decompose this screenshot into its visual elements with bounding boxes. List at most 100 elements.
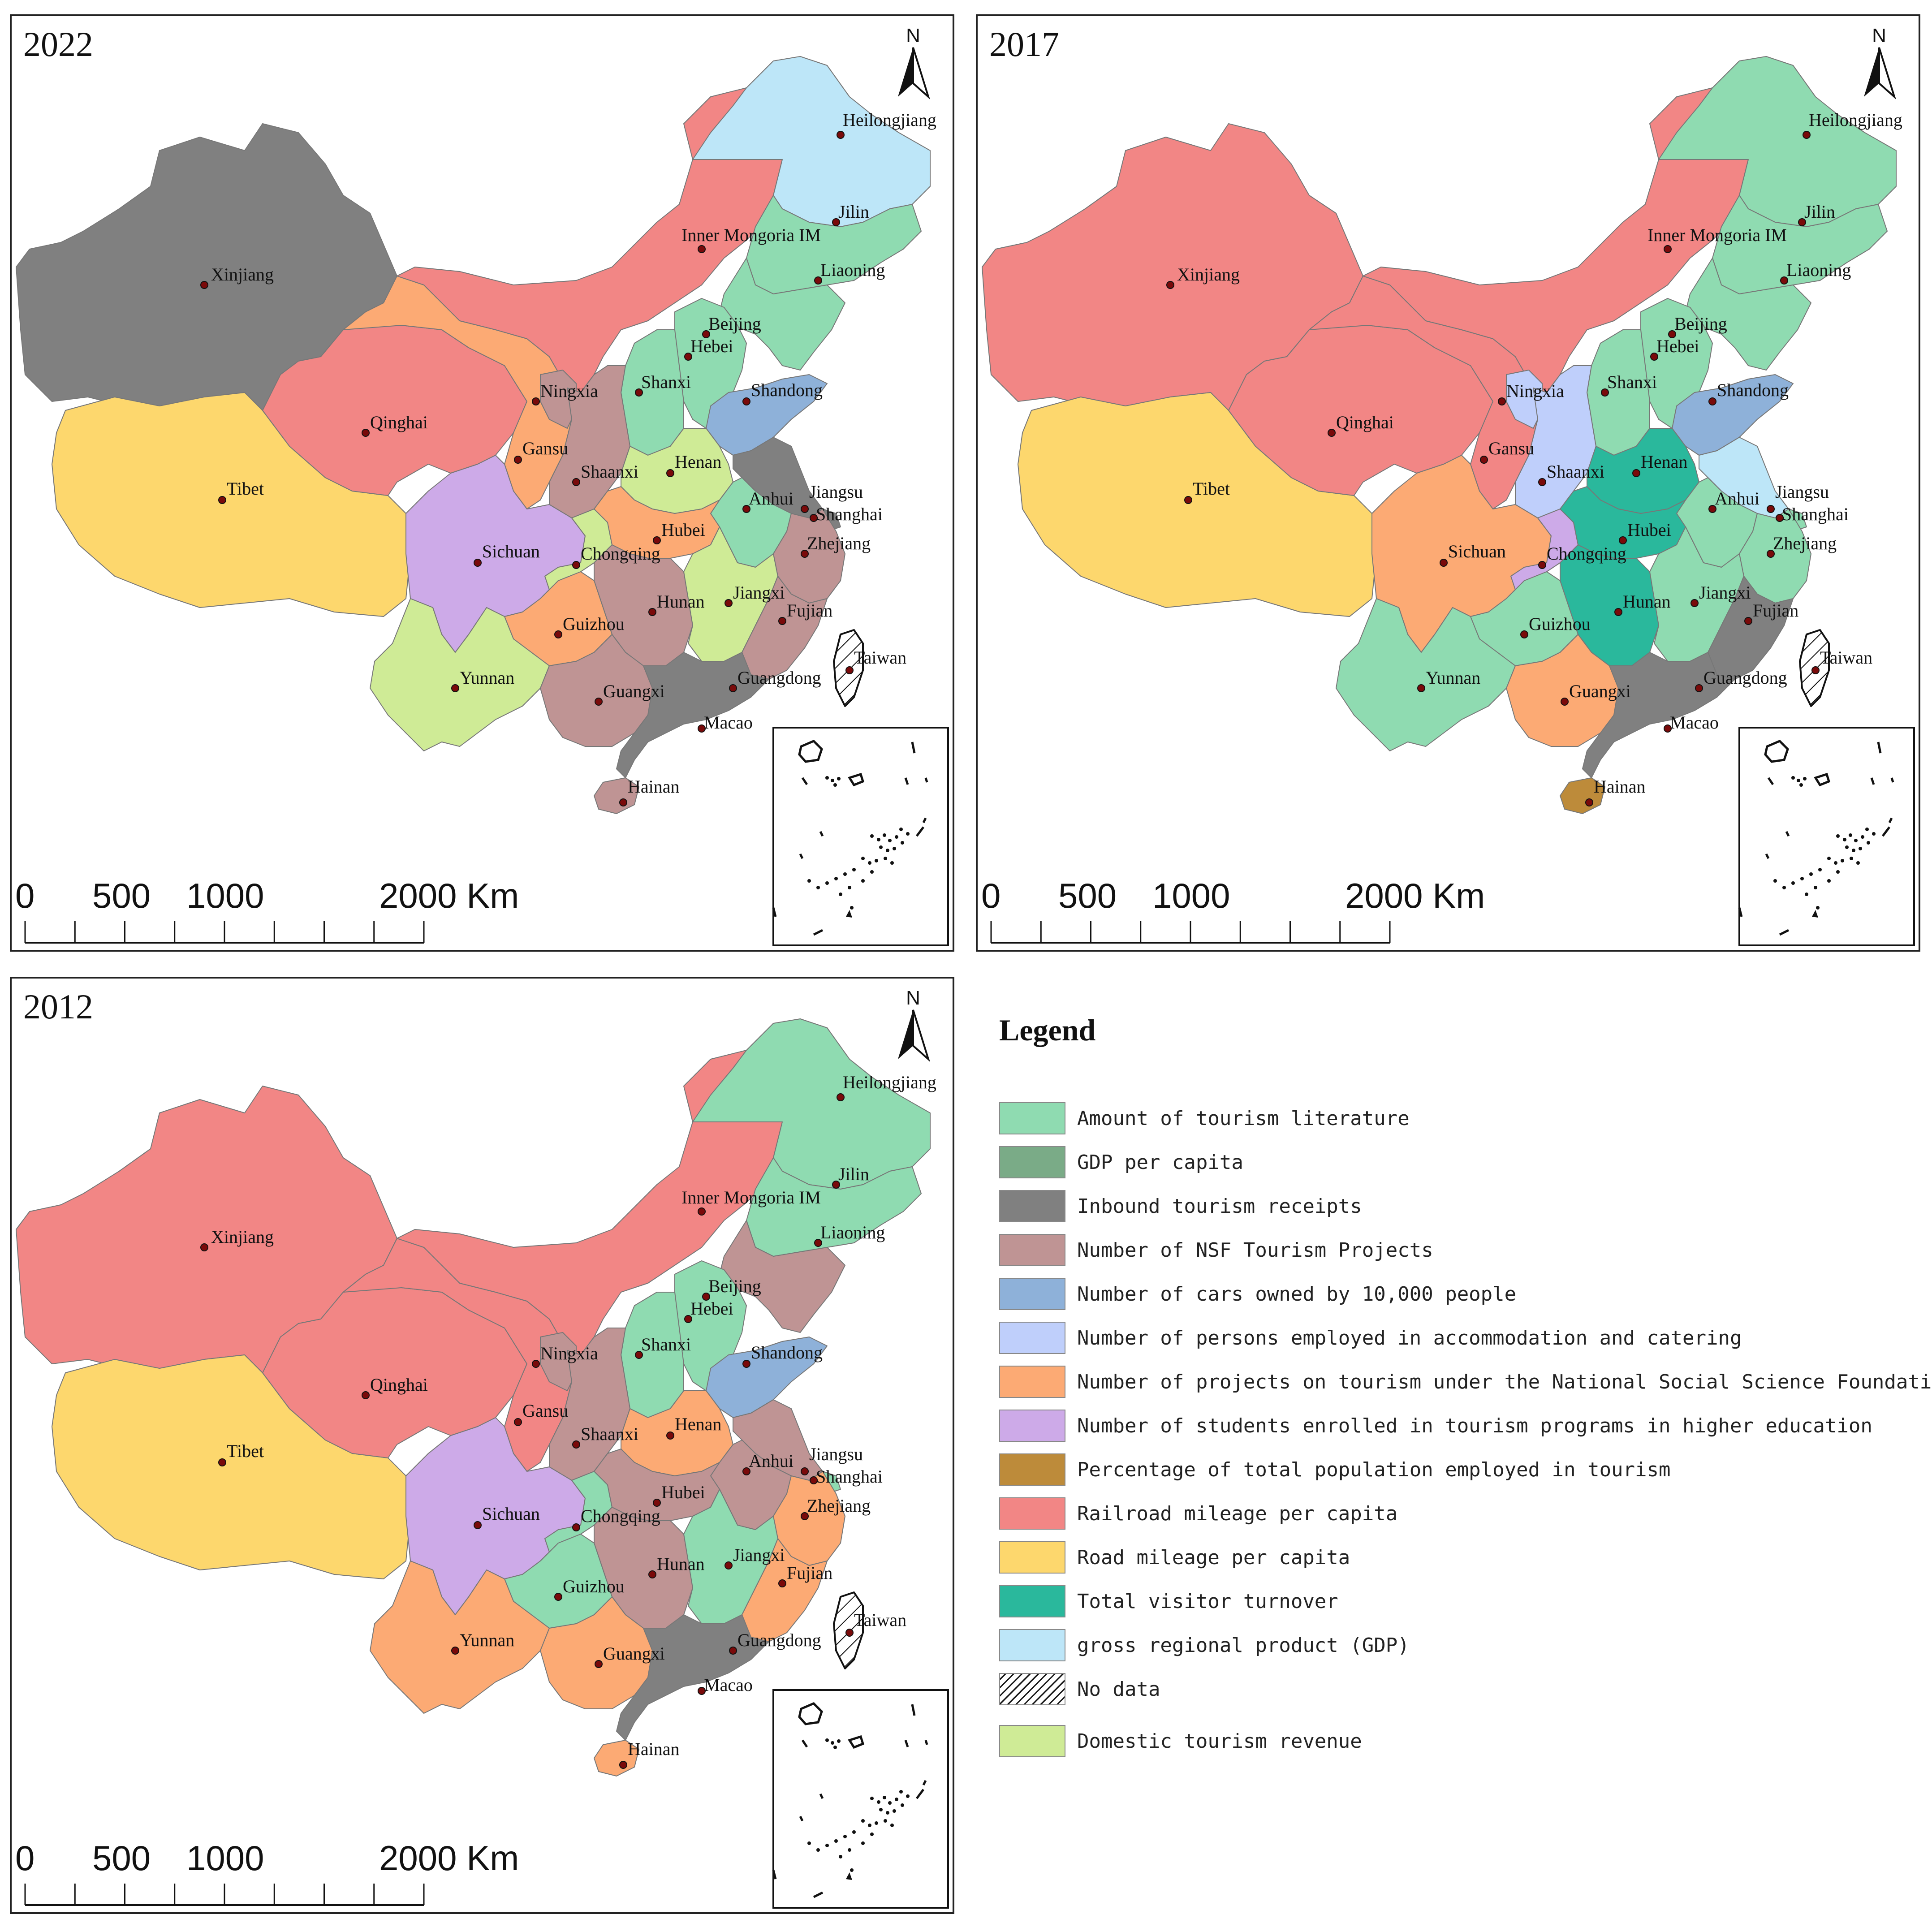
province-shandong [706,374,828,456]
province-label-macao: Macao [1670,712,1719,733]
province-hainan [594,777,639,814]
province-label-shaanxi: Shaanxi [1547,461,1604,482]
province-label-tibet: Tibet [227,1441,264,1461]
province-label-tibet: Tibet [227,479,264,499]
capital-dot [814,276,822,285]
province-label-guangdong: Guangdong [1703,668,1787,688]
capital-dot [832,1181,840,1189]
legend-label: Number of persons employed in accommodat… [1077,1326,1742,1350]
capital-dot [532,1360,540,1368]
map-panel-2017: 2017 Heilongjiang Jilin Liaoning Inner Mong… [976,14,1920,952]
legend-label: Number of cars owned by 10,000 people [1077,1282,1517,1306]
scale-label: 1000 [1152,876,1230,915]
province-label-inner-mongolia: Inner Mongoria IM [1647,225,1787,245]
province-tibet [52,392,411,617]
province-label-gansu: Gansu [1488,438,1534,458]
province-shanxi [1587,329,1650,456]
capital-dot [648,1570,656,1578]
capital-dot [684,1315,692,1323]
province-label-anhui: Anhui [749,488,794,509]
province-label-shaanxi: Shaanxi [581,1424,638,1444]
capital-dot [801,1467,809,1475]
province-label-taiwan: Taiwan [1820,647,1872,668]
scale-bar: 0 500 1000 2000 Km [981,876,1485,944]
province-label-henan: Henan [675,1414,721,1434]
legend-label: Total visitor turnover [1077,1590,1338,1613]
legend-item: GDP per capita [999,1146,1243,1178]
capital-dot [1601,388,1609,397]
capital-dot [1585,798,1593,806]
capital-dot [1664,245,1672,253]
capital-dot [200,281,208,289]
scale-label: 1000 [186,876,264,915]
capital-dot [1798,218,1806,226]
label-layer: Heilongjiang Jilin Liaoning Inner Mongoria … [200,110,936,806]
province-label-xinjiang: Xinjiang [211,1227,274,1247]
legend-item: Number of cars owned by 10,000 people [999,1278,1516,1310]
year-label: 2022 [23,25,93,64]
legend-swatch [999,1234,1065,1266]
north-arrow-icon: N [898,25,931,100]
capital-dot [474,559,482,567]
south-china-sea-inset [1738,727,1915,946]
capital-dot [1417,684,1425,692]
capital-dot [1664,724,1672,733]
province-label-hainan: Hainan [1594,776,1646,797]
capital-dot [1614,608,1622,616]
capital-dot [801,550,809,558]
capital-dot [814,1239,822,1247]
province-label-guizhou: Guizhou [563,614,625,634]
legend-label: Road mileage per capita [1077,1546,1350,1569]
province-label-fujian: Fujian [787,1563,832,1583]
north-arrow-icon: N [898,987,931,1062]
capital-dot [1803,131,1811,139]
province-label-jiangsu: Jiangsu [809,1444,863,1464]
province-label-anhui: Anhui [1715,488,1760,509]
legend-label: gross regional product (GDP) [1077,1634,1410,1657]
legend-swatch [999,1410,1065,1442]
province-label-beijing: Beijing [708,1276,761,1296]
capital-dot [832,218,840,226]
capital-dot [837,131,845,139]
capital-dot [1328,429,1336,437]
province-label-heilongjiang: Heilongjiang [843,110,936,130]
capital-dot [572,561,580,569]
capital-dot [451,684,459,692]
scale-label: 2000 Km [379,876,519,915]
year-label: 2012 [23,987,93,1026]
north-label: N [906,987,920,1009]
capital-dot [742,397,750,405]
scale-label: 500 [1058,876,1117,915]
map-2012: Heilongjiang Jilin Liaoning Inner Mongoria … [15,987,949,1909]
province-label-anhui: Anhui [749,1451,794,1471]
capital-dot [619,1761,627,1769]
legend-swatch [999,1673,1065,1705]
legend-item: Road mileage per capita [999,1541,1350,1574]
province-label-guizhou: Guizhou [563,1576,625,1596]
legend-swatch [999,1541,1065,1574]
capital-dot [666,469,674,477]
province-label-chongqing: Chongqing [1547,543,1626,564]
province-yunnan [370,1561,550,1714]
province-label-hunan: Hunan [657,1554,705,1574]
capital-dot [778,617,786,625]
province-label-henan: Henan [675,452,721,472]
province-label-hebei: Hebei [690,336,733,356]
province-label-jiangsu: Jiangsu [809,482,863,502]
capital-dot [514,1418,522,1426]
capital-dot [474,1521,482,1529]
capital-dot [362,1391,370,1399]
province-label-guangxi: Guangxi [603,1643,665,1664]
province-label-ningxia: Ningxia [540,1343,598,1363]
legend-label: Inbound tourism receipts [1077,1194,1362,1218]
capital-dot [1780,276,1788,285]
legend-item: Railroad mileage per capita [999,1497,1397,1530]
legend-swatch [999,1725,1065,1757]
capital-dot [742,1360,750,1368]
capital-dot [653,1499,661,1507]
capital-dot [698,1207,706,1216]
province-layer [16,56,931,814]
capital-dot [1744,617,1752,625]
province-label-shandong: Shandong [751,1342,823,1362]
legend-item: Percentage of total population employed … [999,1453,1671,1486]
